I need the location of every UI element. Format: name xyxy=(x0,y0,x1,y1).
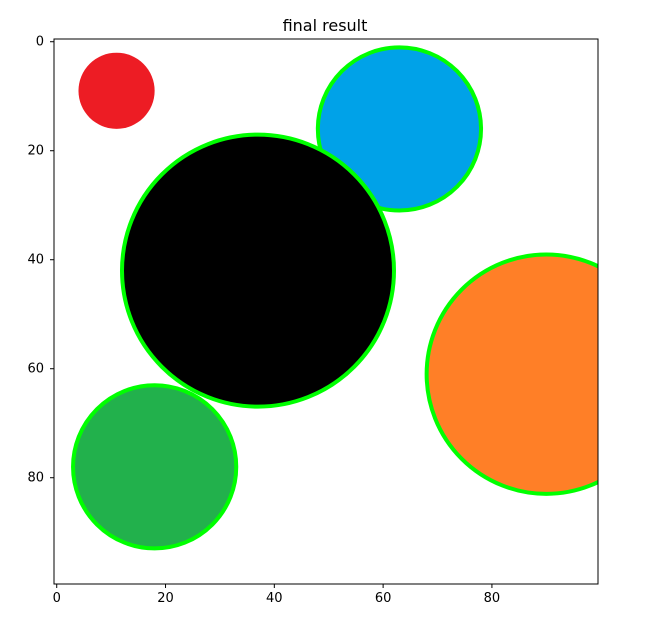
x-tick-label: 0 xyxy=(53,591,61,606)
y-tick-label: 80 xyxy=(27,471,44,486)
x-tick-label: 60 xyxy=(375,591,392,606)
black-circle xyxy=(122,134,394,407)
circle-layer xyxy=(71,45,598,551)
green-circle xyxy=(73,385,237,549)
x-tick-label: 80 xyxy=(484,591,501,606)
chart-title: final result xyxy=(283,16,368,35)
y-tick-label: 0 xyxy=(36,35,44,50)
y-tick-label: 40 xyxy=(27,253,44,268)
x-tick-label: 40 xyxy=(266,591,283,606)
blue-circle xyxy=(317,47,482,211)
black-circle-outline xyxy=(120,132,396,409)
plot-frame xyxy=(53,38,599,585)
orange-circle xyxy=(426,254,598,494)
red-circle xyxy=(78,52,155,129)
tick-layer: 0 20 40 60 80 0 20 40 60 80 xyxy=(27,35,500,606)
green-circle-outline xyxy=(71,383,239,551)
blue-circle-outline xyxy=(315,45,484,213)
x-tick-label: 20 xyxy=(157,591,174,606)
y-tick-label: 20 xyxy=(27,144,44,159)
orange-circle-outline xyxy=(424,252,598,496)
y-tick-label: 60 xyxy=(27,362,44,377)
